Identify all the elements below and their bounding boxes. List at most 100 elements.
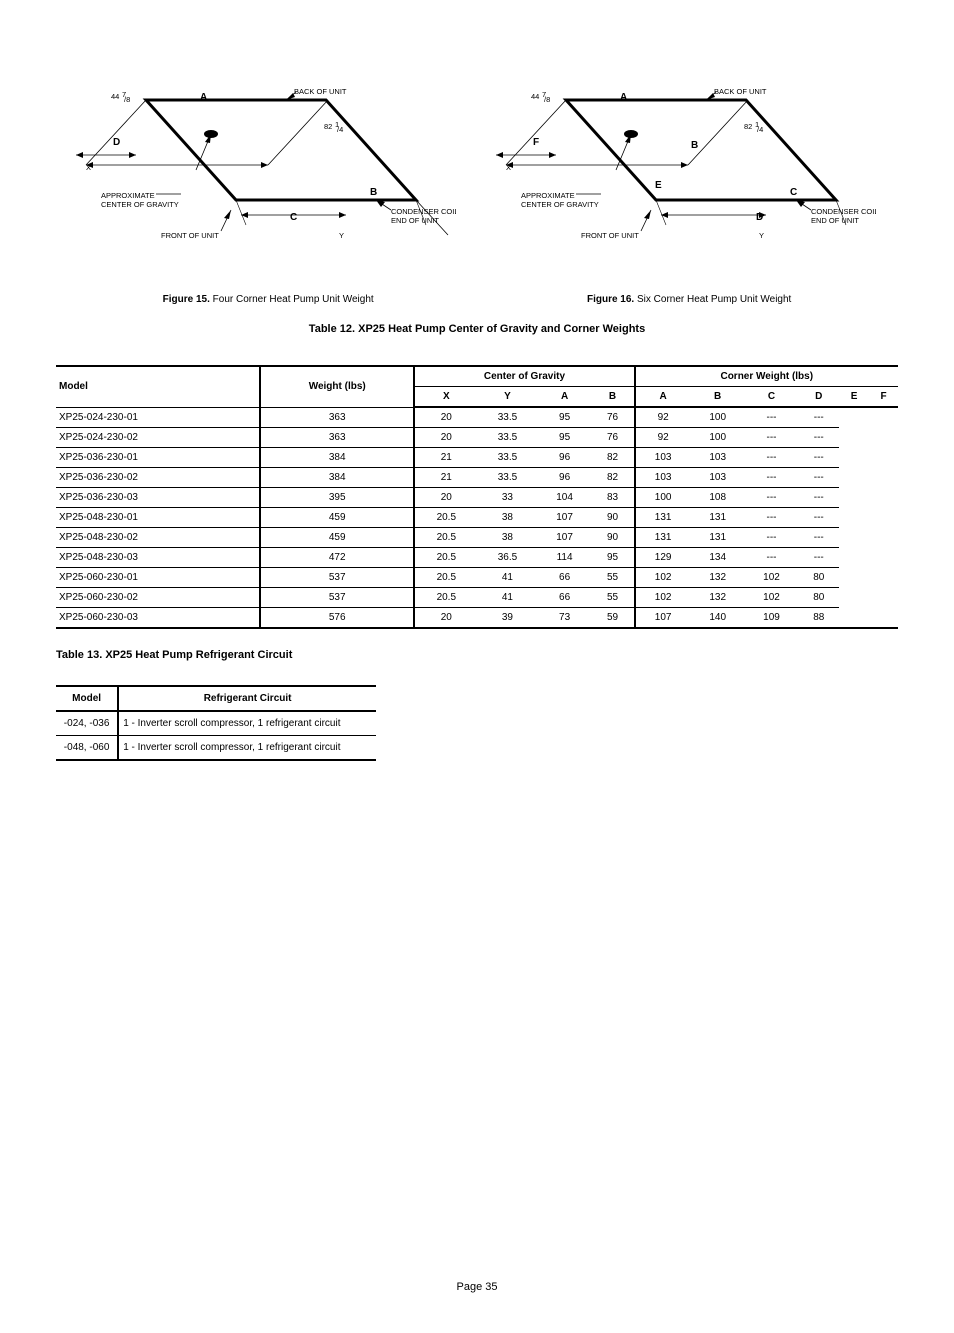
svg-text:/4: /4 (337, 125, 343, 134)
table-cell: 96 (538, 468, 592, 488)
svg-text:C: C (290, 212, 297, 223)
table-cell: -048, -060 (56, 736, 118, 761)
table-cell: --- (798, 428, 839, 448)
svg-text:F: F (533, 137, 539, 148)
table-cell: 472 (260, 548, 414, 568)
table-cell: 100 (635, 488, 691, 508)
table-cell: 20 (414, 428, 477, 448)
svg-text:44: 44 (111, 92, 119, 101)
table-cell: 102 (635, 588, 691, 608)
table-cell: 92 (635, 428, 691, 448)
table-cell: XP25-036-230-01 (56, 448, 260, 468)
table-cell: 20.5 (414, 568, 477, 588)
t13-th-circuit: Refrigerant Circuit (118, 686, 376, 711)
table-cell: --- (745, 528, 799, 548)
table12: Model Weight (lbs) Center of Gravity Cor… (56, 365, 898, 629)
table-cell: 20 (414, 488, 477, 508)
table-cell: 114 (538, 548, 592, 568)
svg-text:D: D (113, 137, 120, 148)
svg-text:END OF UNIT: END OF UNIT (811, 216, 859, 225)
table-cell: 100 (691, 407, 745, 428)
table-cell: 82 (592, 468, 635, 488)
svg-text:Y: Y (759, 231, 764, 240)
table-cell: 131 (691, 528, 745, 548)
table-cell: --- (745, 428, 799, 448)
table-cell: 90 (592, 528, 635, 548)
table-cell: 80 (798, 568, 839, 588)
table-cell: 107 (538, 508, 592, 528)
table-cell: --- (798, 468, 839, 488)
svg-text:44: 44 (531, 92, 539, 101)
table-cell: 33.5 (477, 468, 537, 488)
table-cell: 103 (635, 468, 691, 488)
table-cell: 537 (260, 588, 414, 608)
svg-text:A: A (200, 92, 207, 103)
th-cwD: D (798, 387, 839, 408)
table-cell: 102 (745, 588, 799, 608)
th-cogB: B (592, 387, 635, 408)
table-cell: 39 (477, 608, 537, 629)
table13-caption: Table 13. XP25 Heat Pump Refrigerant Cir… (56, 649, 898, 661)
table-cell: 576 (260, 608, 414, 629)
svg-text:X: X (86, 163, 91, 172)
table-cell: 96 (538, 448, 592, 468)
table-cell: XP25-024-230-01 (56, 407, 260, 428)
table-cell: 33.5 (477, 448, 537, 468)
th-y: Y (477, 387, 537, 408)
table-cell: 140 (691, 608, 745, 629)
table-cell: 20 (414, 608, 477, 629)
table-cell: XP25-036-230-02 (56, 468, 260, 488)
svg-text:E: E (655, 180, 662, 191)
svg-text:X: X (506, 163, 511, 172)
table-cell: 66 (538, 588, 592, 608)
table-cell: 1 - Inverter scroll compressor, 1 refrig… (118, 711, 376, 736)
table-cell: 1 - Inverter scroll compressor, 1 refrig… (118, 736, 376, 761)
table-cell: 41 (477, 568, 537, 588)
table-cell: 41 (477, 588, 537, 608)
fig16-no: Figure 16. (587, 294, 634, 305)
svg-text:FRONT OF UNIT: FRONT OF UNIT (581, 231, 639, 240)
th-weight: Weight (lbs) (260, 366, 414, 407)
svg-text:/8: /8 (544, 95, 550, 104)
table-cell: 80 (798, 588, 839, 608)
table-cell: 88 (798, 608, 839, 629)
table-cell: --- (745, 448, 799, 468)
svg-text:APPROXIMATE: APPROXIMATE (101, 191, 155, 200)
table-cell: 90 (592, 508, 635, 528)
th-cwC: C (745, 387, 799, 408)
table-cell: 107 (538, 528, 592, 548)
table-cell: 95 (592, 548, 635, 568)
table-cell: 20.5 (414, 508, 477, 528)
fig16-text: Six Corner Heat Pump Unit Weight (637, 294, 791, 305)
table-cell: XP25-036-230-03 (56, 488, 260, 508)
table-cell: --- (745, 468, 799, 488)
table-cell: --- (745, 508, 799, 528)
table-cell: 20 (414, 407, 477, 428)
svg-text:A: A (620, 92, 627, 103)
table-cell: 33.5 (477, 428, 537, 448)
table-cell: 103 (635, 448, 691, 468)
table-cell: 102 (745, 568, 799, 588)
table-cell: --- (745, 548, 799, 568)
table-cell: --- (798, 548, 839, 568)
table-cell: 395 (260, 488, 414, 508)
table-cell: XP25-048-230-01 (56, 508, 260, 528)
table-cell: 95 (538, 407, 592, 428)
table-cell: 129 (635, 548, 691, 568)
table12-caption: Table 12. XP25 Heat Pump Center of Gravi… (56, 323, 898, 335)
table-cell: -024, -036 (56, 711, 118, 736)
table-cell: 21 (414, 448, 477, 468)
table-cell: 20.5 (414, 548, 477, 568)
table-cell: 73 (538, 608, 592, 629)
th-cwA: A (635, 387, 691, 408)
table-cell: XP25-024-230-02 (56, 428, 260, 448)
fig15-no: Figure 15. (163, 294, 210, 305)
page-number: Page 35 (56, 1281, 898, 1293)
table-cell: 20.5 (414, 588, 477, 608)
svg-text:B: B (691, 140, 698, 151)
table-cell: 59 (592, 608, 635, 629)
table-cell: 107 (635, 608, 691, 629)
th-cog: Center of Gravity (414, 366, 634, 387)
table-cell: 131 (635, 508, 691, 528)
table-cell: 102 (635, 568, 691, 588)
